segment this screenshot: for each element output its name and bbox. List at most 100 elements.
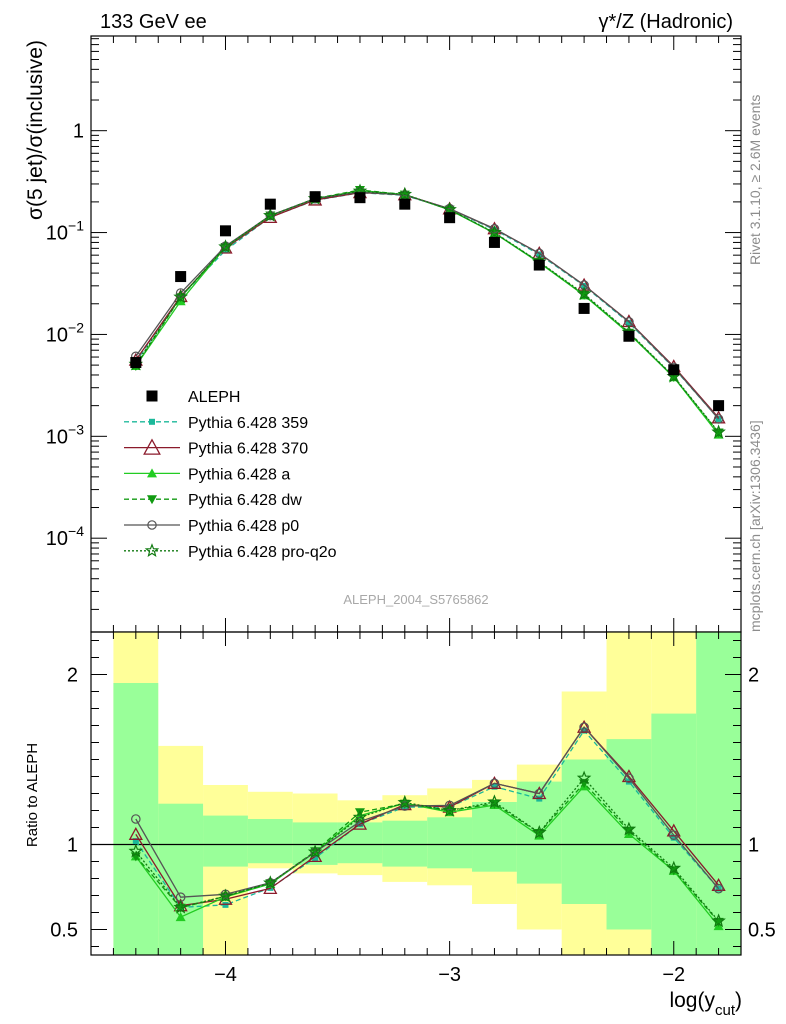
data-point bbox=[713, 428, 724, 438]
data-point bbox=[307, 844, 323, 859]
bottom-ylabel: Ratio to ALEPH bbox=[24, 743, 41, 847]
data-point bbox=[578, 302, 590, 314]
data-point bbox=[713, 883, 724, 894]
legend: ALEPH Pythia 6.428 359 Pythia 6.428 370 Pyt… bbox=[124, 389, 337, 561]
green-band-bin bbox=[203, 815, 248, 867]
data-point bbox=[489, 778, 500, 789]
data-point bbox=[532, 824, 547, 839]
data-point bbox=[579, 722, 589, 732]
data-point bbox=[175, 271, 187, 283]
ratio-plot: −4 −3 −2 0.5 0.5 1 1 2 2 bbox=[50, 631, 776, 986]
y-tick-label-right: 1 bbox=[748, 835, 759, 857]
data-point bbox=[310, 847, 320, 857]
data-point bbox=[668, 830, 679, 840]
y-tick-label-right: 2 bbox=[748, 665, 759, 687]
data-point bbox=[576, 770, 592, 785]
data-point bbox=[489, 223, 500, 234]
green-band-bin bbox=[427, 817, 473, 869]
x-tick-label: −2 bbox=[662, 964, 685, 986]
legend-label: Pythia 6.428 p0 bbox=[188, 518, 299, 535]
legend-entry: Pythia 6.428 359 bbox=[124, 415, 308, 432]
data-point bbox=[397, 794, 413, 809]
data-point bbox=[399, 801, 410, 811]
data-point bbox=[670, 834, 677, 841]
data-point bbox=[442, 802, 457, 817]
legend-entry: Pythia 6.428 dw bbox=[124, 492, 302, 509]
main-plot-frame bbox=[90, 35, 742, 633]
data-point bbox=[624, 773, 634, 783]
data-point bbox=[263, 875, 278, 890]
data-point bbox=[623, 330, 635, 342]
data-point bbox=[491, 783, 498, 790]
data-point bbox=[487, 224, 502, 239]
data-point bbox=[173, 899, 188, 914]
top-ylabel: σ(5 jet)/σ(inclusive) bbox=[24, 40, 47, 220]
data-point bbox=[488, 236, 500, 248]
y-tick-label: 1 bbox=[73, 121, 84, 143]
legend-label: Pythia 6.428 359 bbox=[188, 415, 308, 432]
legend-marker bbox=[143, 438, 161, 455]
data-point bbox=[579, 779, 590, 789]
data-point bbox=[399, 198, 411, 210]
y-tick-label: 2 bbox=[67, 665, 78, 687]
green-band-bin bbox=[472, 802, 517, 872]
data-point bbox=[713, 400, 725, 412]
x-tick-label: −4 bbox=[214, 964, 237, 986]
data-point bbox=[487, 775, 502, 789]
series-pythia-6-428-370 bbox=[128, 185, 726, 424]
header-left: 133 GeV ee bbox=[100, 11, 207, 33]
legend-label: ALEPH bbox=[188, 389, 240, 406]
bottom-xlabel: log(ycut) bbox=[669, 989, 742, 1019]
data-point bbox=[218, 888, 233, 903]
data-point bbox=[263, 207, 278, 222]
data-point bbox=[264, 198, 276, 210]
data-point bbox=[128, 826, 143, 840]
series-pythia-6-428-pro-q2o bbox=[128, 183, 726, 439]
data-point bbox=[444, 212, 456, 224]
legend-marker bbox=[147, 495, 157, 505]
data-point bbox=[487, 794, 502, 809]
y-tick-label: 0.5 bbox=[50, 920, 78, 942]
legend-marker bbox=[146, 390, 158, 402]
legend-marker bbox=[144, 543, 160, 558]
yellow-band-bin bbox=[203, 785, 248, 955]
x-tick-label: −3 bbox=[438, 964, 461, 986]
legend-marker bbox=[147, 468, 157, 478]
data-point bbox=[399, 799, 410, 809]
green-band-bin bbox=[382, 820, 428, 867]
legend-label: Pythia 6.428 dw bbox=[188, 492, 302, 509]
data-point bbox=[175, 912, 186, 922]
y-tick-label: 10−2 bbox=[46, 319, 84, 346]
analysis-watermark: ALEPH_2004_S5765862 bbox=[343, 592, 488, 607]
data-point bbox=[534, 788, 545, 799]
data-point bbox=[711, 913, 726, 928]
data-point bbox=[534, 248, 545, 259]
data-point bbox=[581, 727, 588, 734]
data-point bbox=[533, 259, 545, 271]
y-tick-label: 1 bbox=[67, 835, 78, 857]
green-band-bin bbox=[158, 803, 204, 955]
data-point bbox=[625, 319, 632, 326]
data-point bbox=[173, 289, 188, 304]
data-point bbox=[713, 917, 724, 927]
legend-label: Pythia 6.428 pro-q2o bbox=[188, 544, 337, 561]
legend-marker bbox=[147, 520, 157, 530]
data-point bbox=[355, 816, 365, 827]
ratio-bands bbox=[113, 632, 741, 955]
data-point bbox=[131, 814, 141, 824]
legend-entry: Pythia 6.428 a bbox=[124, 466, 290, 483]
data-point bbox=[352, 809, 368, 824]
data-point bbox=[713, 414, 724, 424]
data-point bbox=[354, 192, 366, 204]
y-tick-label: 10−3 bbox=[46, 421, 84, 448]
data-point bbox=[444, 800, 455, 811]
y-tick-label: 10−4 bbox=[46, 523, 84, 550]
data-point bbox=[621, 821, 637, 836]
rivet-version-label: Rivet 3.1.10, ≥ 2.6M events bbox=[747, 95, 763, 265]
y-tick-label: 10−1 bbox=[46, 218, 84, 245]
data-point bbox=[218, 239, 233, 254]
data-point bbox=[309, 191, 321, 203]
main-plot: 10−4 10−3 10−2 10−1 1 bbox=[46, 35, 742, 633]
data-point bbox=[577, 719, 592, 733]
